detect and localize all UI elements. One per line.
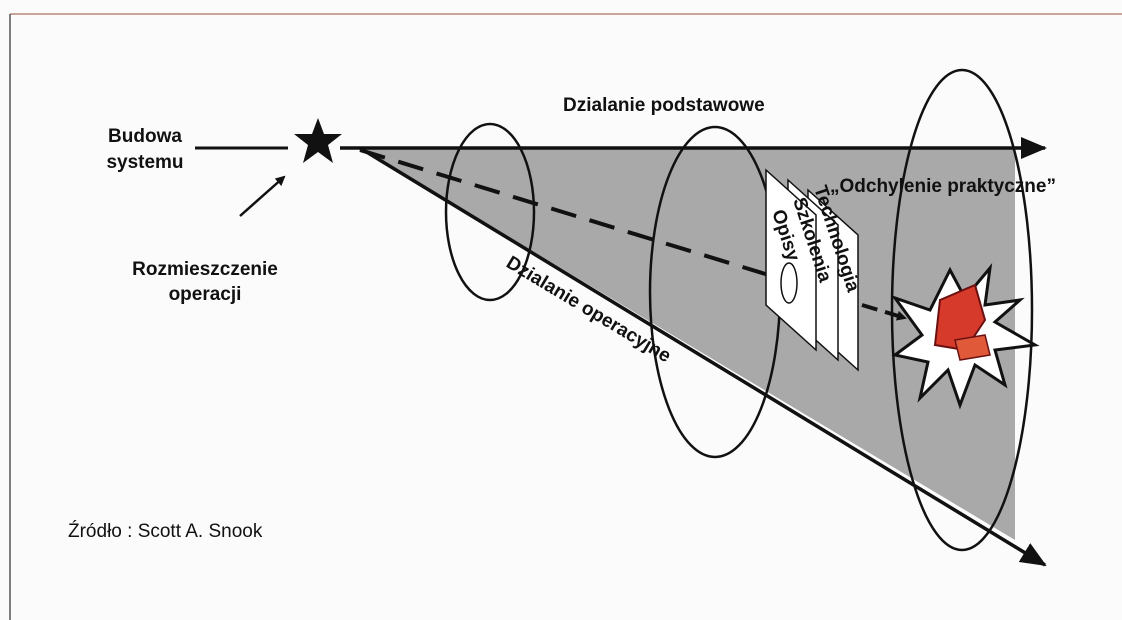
source: Źródło : Scott A. Snook (68, 521, 263, 542)
diagram: Budowa systemu Rozmieszczenie operacji D… (0, 0, 1122, 620)
wreck (955, 335, 990, 360)
label: systemu (106, 152, 183, 173)
label: „Odchylenie praktyczne” (830, 176, 1056, 197)
label: Budowa (108, 126, 182, 147)
label: operacji (169, 284, 242, 305)
label: Dzialanie podstawowe (563, 95, 765, 116)
label: Rozmieszczenie (132, 259, 278, 280)
